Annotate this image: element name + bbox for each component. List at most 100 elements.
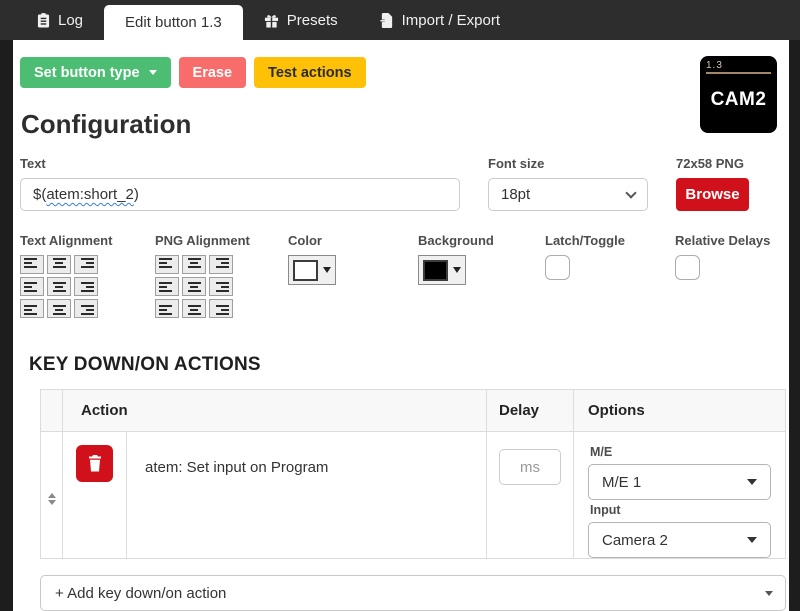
font-size-label: Font size	[488, 156, 545, 171]
test-actions-button[interactable]: Test actions	[254, 57, 366, 88]
align-bar	[81, 313, 94, 315]
delete-action-button[interactable]	[76, 445, 113, 482]
background-picker[interactable]	[418, 255, 466, 285]
png-align-middle-right-button[interactable]	[209, 277, 233, 296]
background-label: Background	[418, 233, 494, 248]
align-bar	[187, 289, 201, 292]
handle-column-header	[40, 389, 63, 432]
png-align-middle-center-button[interactable]	[182, 277, 206, 296]
align-bar	[86, 262, 94, 264]
font-size-value: 18pt	[501, 186, 531, 203]
background-swatch	[423, 259, 448, 281]
action-name: atem: Set input on Program	[126, 431, 487, 559]
tab-presets[interactable]: Presets	[243, 0, 359, 40]
align-bar	[86, 309, 94, 311]
align-bar	[216, 313, 229, 315]
color-picker[interactable]	[288, 255, 336, 285]
align-bar	[221, 285, 229, 288]
align-bar	[24, 281, 37, 284]
png-alignment-grid	[155, 255, 288, 318]
color-label: Color	[288, 233, 322, 248]
text-align-middle-center-button[interactable]	[47, 277, 71, 296]
png-align-bottom-right-button[interactable]	[209, 299, 233, 318]
text-alignment-label: Text Alignment	[20, 233, 113, 248]
erase-button[interactable]: Erase	[178, 57, 247, 88]
delay-column-header: Delay	[486, 389, 574, 432]
relative-delays-checkbox[interactable]	[675, 255, 700, 280]
png-align-top-left-button[interactable]	[155, 255, 179, 274]
align-bar	[24, 313, 37, 315]
delay-input[interactable]	[499, 449, 561, 485]
align-bar	[24, 309, 32, 311]
tab-edit-button[interactable]: Edit button 1.3	[104, 5, 243, 40]
clipboard-icon	[37, 12, 50, 27]
text-align-top-center-button[interactable]	[47, 255, 71, 274]
align-bar	[24, 266, 37, 268]
text-align-bottom-center-button[interactable]	[47, 299, 71, 318]
align-bar	[159, 281, 172, 284]
gift-icon	[264, 14, 278, 28]
set-button-type-label: Set button type	[34, 64, 140, 81]
browse-button[interactable]: Browse	[676, 178, 749, 211]
align-bar	[187, 266, 201, 268]
sort-up-icon	[47, 493, 56, 498]
font-size-select[interactable]: 18pt	[488, 178, 648, 211]
tab-import-export[interactable]: Import / Export	[359, 0, 521, 40]
align-bar	[52, 289, 66, 292]
align-bar	[52, 313, 66, 315]
png-upload-label: 72x58 PNG	[676, 156, 744, 171]
option-me-value: M/E 1	[602, 473, 642, 491]
drag-handle[interactable]	[47, 493, 56, 505]
text-align-middle-right-button[interactable]	[74, 277, 98, 296]
latch-toggle-checkbox[interactable]	[545, 255, 570, 280]
tab-import-export-label: Import / Export	[401, 11, 501, 29]
text-align-middle-left-button[interactable]	[20, 277, 44, 296]
sort-down-icon	[47, 500, 56, 505]
configuration-title: Configuration	[21, 109, 192, 139]
test-actions-label: Test actions	[268, 64, 352, 81]
text-align-bottom-left-button[interactable]	[20, 299, 44, 318]
option-input-label: Input	[590, 503, 621, 517]
option-input-select[interactable]: Camera 2	[588, 522, 771, 558]
button-preview-topbar	[706, 72, 771, 74]
align-bar	[24, 285, 32, 288]
text-align-top-left-button[interactable]	[20, 255, 44, 274]
align-bar	[159, 313, 172, 315]
png-align-bottom-left-button[interactable]	[155, 299, 179, 318]
png-align-middle-left-button[interactable]	[155, 277, 179, 296]
align-bar	[190, 262, 198, 264]
align-bar	[52, 281, 66, 284]
align-bar	[52, 266, 66, 268]
align-bar	[24, 305, 37, 307]
actions-table: Action Delay Options atem: Set in	[40, 389, 786, 559]
align-bar	[216, 258, 229, 260]
caret-down-icon	[765, 590, 773, 596]
config-row-1: Text $(atem:short_2) Font size 18pt 72x5…	[20, 156, 776, 211]
button-preview-position: 1.3	[706, 60, 723, 71]
key-down-actions-heading: KEY DOWN/ON ACTIONS	[29, 354, 261, 375]
option-me-select[interactable]: M/E 1	[588, 464, 771, 500]
trash-icon	[88, 455, 101, 472]
add-action-select[interactable]: + Add key down/on action	[40, 575, 786, 611]
config-row-2: Text Alignment PNG Alignment Color Backg…	[20, 233, 776, 318]
text-input[interactable]: $(atem:short_2)	[20, 178, 460, 211]
tab-presets-label: Presets	[286, 11, 338, 29]
png-align-top-center-button[interactable]	[182, 255, 206, 274]
option-me-label: M/E	[590, 445, 613, 459]
tab-log[interactable]: Log	[16, 0, 104, 40]
align-bar	[159, 305, 172, 307]
align-bar	[221, 309, 229, 311]
text-value-prefix: $(	[33, 186, 47, 203]
set-button-type-button[interactable]: Set button type	[20, 57, 171, 88]
align-bar	[159, 258, 172, 260]
text-align-top-right-button[interactable]	[74, 255, 98, 274]
text-align-bottom-right-button[interactable]	[74, 299, 98, 318]
align-bar	[52, 305, 66, 307]
action-row: atem: Set input on Program M/E M/E 1 Inp…	[40, 431, 786, 559]
button-preview[interactable]: 1.3 CAM2	[700, 56, 777, 133]
align-bar	[216, 266, 229, 268]
png-align-top-right-button[interactable]	[209, 255, 233, 274]
png-align-bottom-center-button[interactable]	[182, 299, 206, 318]
align-bar	[187, 305, 201, 307]
png-alignment-label: PNG Alignment	[155, 233, 250, 248]
